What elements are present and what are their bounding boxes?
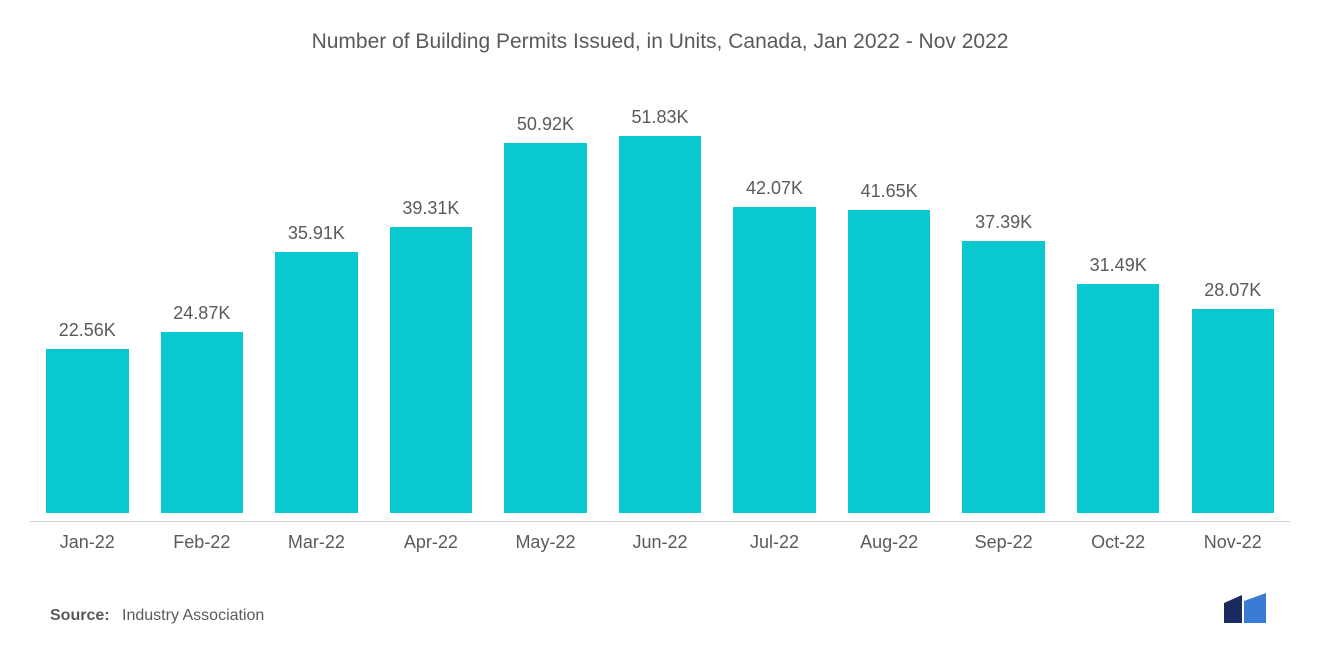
x-axis-tick: Nov-22 [1175,532,1290,553]
bar-value-label: 39.31K [402,198,459,219]
brand-logo [1222,593,1270,625]
bar [1077,284,1159,513]
chart-container: Number of Building Permits Issued, in Un… [0,0,1320,665]
x-axis-tick: Jun-22 [603,532,718,553]
bar-group: 28.07K [1175,94,1290,513]
bar-value-label: 37.39K [975,212,1032,233]
x-axis-tick: Jul-22 [717,532,832,553]
x-axis-tick: Apr-22 [374,532,489,553]
bar-value-label: 24.87K [173,303,230,324]
x-axis: Jan-22Feb-22Mar-22Apr-22May-22Jun-22Jul-… [30,521,1290,553]
bar-value-label: 35.91K [288,223,345,244]
bar [504,143,586,513]
bar-group: 31.49K [1061,94,1176,513]
bar [46,349,128,513]
source-value: Industry Association [122,607,264,624]
bar-value-label: 51.83K [631,107,688,128]
bar [275,252,357,513]
bar-value-label: 50.92K [517,114,574,135]
bar-group: 22.56K [30,94,145,513]
bar-value-label: 22.56K [59,320,116,341]
x-axis-tick: Mar-22 [259,532,374,553]
chart-title: Number of Building Permits Issued, in Un… [30,30,1290,54]
bar-value-label: 41.65K [861,181,918,202]
bar [962,241,1044,513]
bar-value-label: 42.07K [746,178,803,199]
x-axis-tick: Jan-22 [30,532,145,553]
x-axis-tick: Sep-22 [946,532,1061,553]
bar-group: 37.39K [946,94,1061,513]
chart-footer: Source: Industry Association [30,593,1290,635]
bar [1192,309,1274,513]
bar-group: 35.91K [259,94,374,513]
bar-group: 51.83K [603,94,718,513]
bar [733,207,815,513]
bar [619,136,701,513]
bar [390,227,472,513]
bar-value-label: 31.49K [1090,255,1147,276]
source-citation: Source: Industry Association [50,607,264,625]
source-label: Source: [50,607,110,624]
x-axis-tick: May-22 [488,532,603,553]
bar-group: 50.92K [488,94,603,513]
bar-group: 39.31K [374,94,489,513]
bar-group: 41.65K [832,94,947,513]
x-axis-tick: Aug-22 [832,532,947,553]
bar [848,210,930,513]
bar-value-label: 28.07K [1204,280,1261,301]
chart-plot-area: 22.56K 24.87K 35.91K 39.31K 50.92K 51.83K 42.0… [30,94,1290,513]
x-axis-tick: Oct-22 [1061,532,1176,553]
x-axis-tick: Feb-22 [145,532,260,553]
bar [161,332,243,513]
bar-group: 42.07K [717,94,832,513]
bar-group: 24.87K [145,94,260,513]
